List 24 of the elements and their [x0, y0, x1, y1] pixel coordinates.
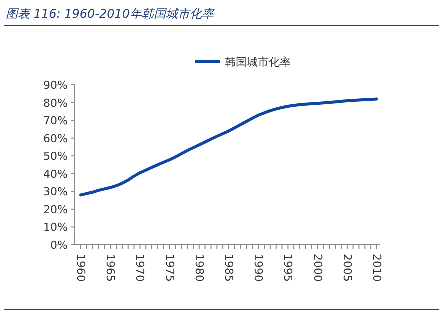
x-tick-label: 1960: [74, 254, 88, 282]
x-tick-label: 2000: [311, 254, 324, 282]
y-tick-label: 0%: [50, 239, 68, 252]
y-tick-label: 10%: [44, 221, 68, 234]
x-tick-label: 1985: [222, 254, 236, 282]
y-tick-label: 60%: [44, 132, 68, 146]
x-tick-label: 1975: [163, 254, 176, 282]
x-tick-label: 1990: [252, 254, 266, 282]
legend-label: 韩国城市化率: [225, 56, 291, 69]
y-tick-label: 20%: [44, 203, 68, 216]
y-tick-label: 90%: [44, 79, 68, 92]
line-series: [80, 98, 378, 197]
x-tick-label: 1995: [282, 254, 295, 282]
x-tick-label: 2010: [370, 254, 384, 282]
y-tick-label: 70%: [44, 114, 68, 128]
y-tick-label: 40%: [44, 168, 68, 181]
y-tick-label: 30%: [44, 186, 68, 199]
x-tick-label: 1965: [104, 254, 118, 282]
chart-title: 图表 116: 1960-2010年韩国城市化率: [6, 7, 216, 21]
y-tick-label: 80%: [44, 96, 68, 110]
x-tick-label: 2005: [340, 254, 354, 282]
x-tick-label: 1980: [192, 254, 206, 282]
x-tick-label: 1970: [134, 254, 147, 282]
y-tick-label: 50%: [44, 150, 68, 164]
